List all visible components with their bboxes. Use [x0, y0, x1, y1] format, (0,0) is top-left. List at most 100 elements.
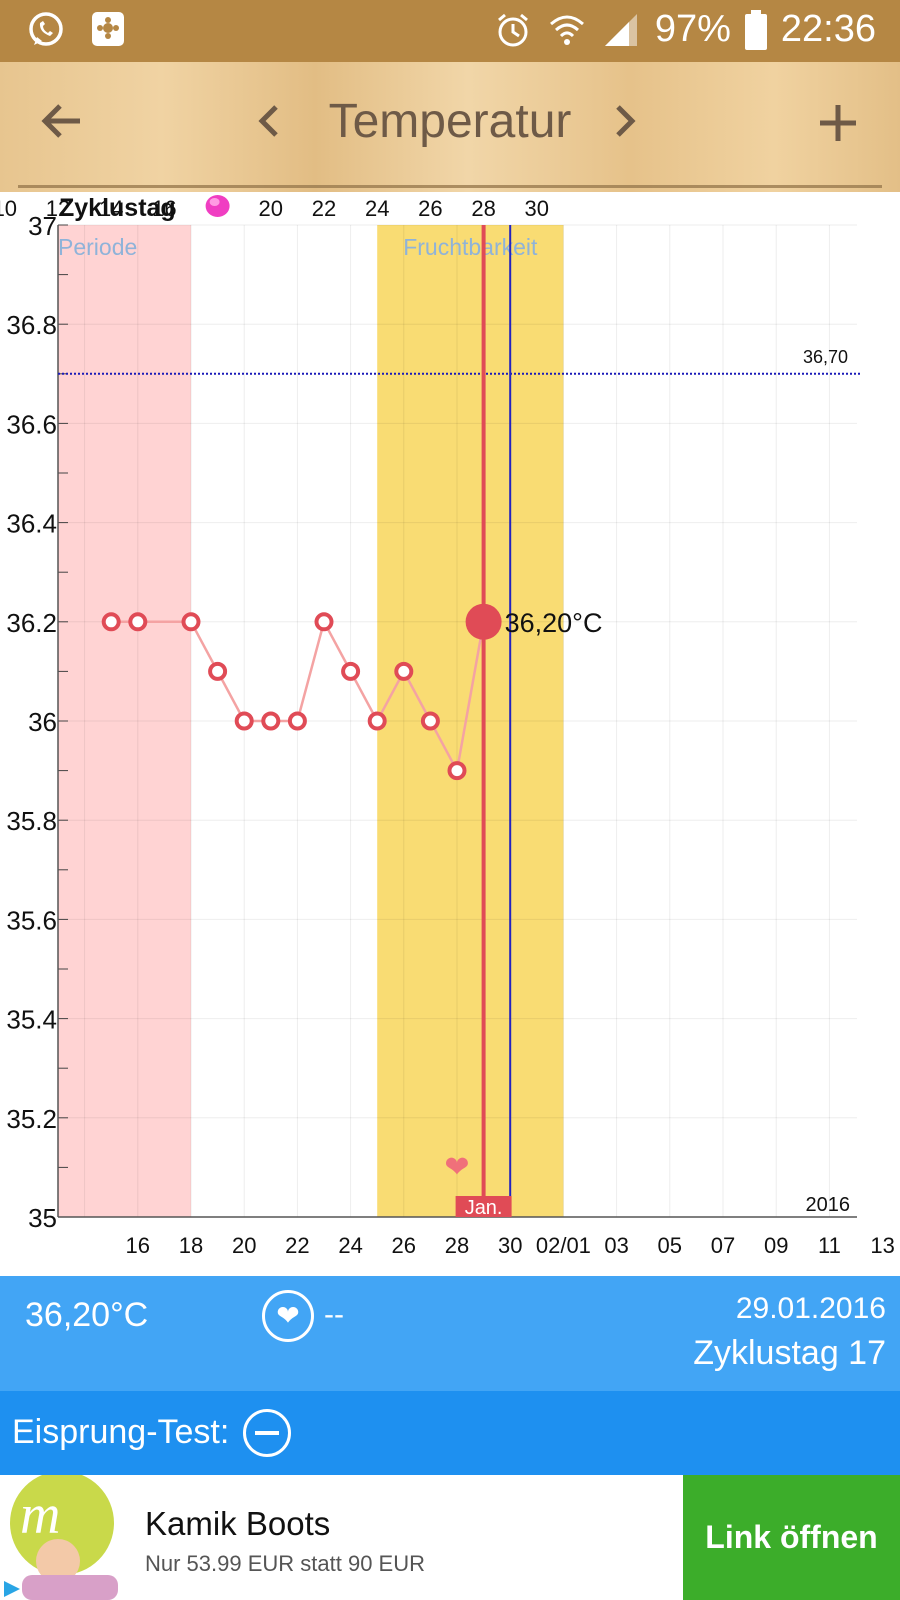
period-label: Periode: [58, 234, 137, 260]
data-point: [261, 711, 281, 731]
previous-button[interactable]: [256, 98, 280, 152]
y-tick-label: 36.4: [6, 509, 57, 539]
y-tick-label: 36.8: [6, 310, 57, 340]
top-tick-label: 30: [525, 196, 549, 221]
heart-icon: ❤: [444, 1151, 469, 1184]
notification-icons: [26, 10, 128, 50]
selected-date: 29.01.2016: [735, 1292, 886, 1325]
bottom-tick-label: 26: [392, 1233, 416, 1258]
data-point: [314, 612, 334, 632]
top-tick-label: 16: [152, 196, 176, 221]
selected-value-label: 36,20°C: [505, 608, 603, 638]
data-point: [367, 711, 387, 731]
data-point: [447, 761, 467, 781]
open-link-button[interactable]: Link öffnen: [683, 1475, 900, 1600]
ad-title[interactable]: Kamik Boots: [145, 1505, 331, 1542]
minus-circle-icon[interactable]: [243, 1409, 291, 1457]
bottom-tick-label: 03: [604, 1233, 628, 1258]
bottom-tick-label: 18: [179, 1233, 203, 1258]
data-point: [287, 711, 307, 731]
battery-icon: [744, 9, 767, 50]
y-tick-label: 37: [28, 211, 57, 241]
add-button[interactable]: [818, 98, 858, 152]
system-icons: 97% 22:36: [493, 8, 876, 51]
selected-cycle-day: Zyklustag 17: [693, 1334, 886, 1372]
chart-svg[interactable]: 35 35.2 35.4 35.6 35.8 36 36.2 36.4 36.6 36.8 37Zy…: [0, 192, 900, 1276]
ovulation-marker-highlight: [209, 198, 220, 206]
selected-data-point: [465, 603, 502, 640]
bottom-tick-label: 13: [870, 1233, 894, 1258]
ovulation-test-row[interactable]: Eisprung-Test:: [0, 1391, 900, 1475]
y-tick-label: 35.2: [6, 1104, 57, 1134]
battery-percent: 97%: [654, 8, 731, 50]
top-tick-label: 22: [312, 196, 336, 221]
top-tick-label: 10: [0, 196, 17, 221]
top-tick-label: 14: [99, 196, 123, 221]
signal-icon: [604, 13, 637, 46]
heart-circle-icon[interactable]: ❤: [262, 1290, 314, 1342]
y-tick-label: 36: [28, 707, 57, 737]
y-tick-label: 35: [28, 1203, 57, 1233]
data-point: [234, 711, 254, 731]
app-bar-divider: [18, 185, 882, 188]
y-tick-label: 35.4: [6, 1005, 57, 1035]
bottom-tick-label: 30: [498, 1233, 522, 1258]
wifi-icon: [549, 15, 584, 45]
bottom-tick-label: 07: [711, 1233, 735, 1258]
top-axis-label: Zyklustag: [59, 194, 176, 222]
next-button[interactable]: [614, 98, 638, 152]
month-tag: [455, 1196, 512, 1217]
bottom-tick-label: 05: [658, 1233, 682, 1258]
data-point: [181, 612, 201, 632]
bottom-tick-label: 16: [126, 1233, 150, 1258]
y-tick-label: 36.6: [6, 409, 57, 439]
day-info-bar[interactable]: 36,20°C ❤ -- 29.01.2016 Zyklustag 17: [0, 1276, 900, 1391]
ovulation-test-label: Eisprung-Test:: [12, 1413, 230, 1451]
y-tick-label: 35.6: [6, 905, 57, 935]
intercourse-value: --: [324, 1298, 344, 1331]
bottom-tick-label: 20: [232, 1233, 256, 1258]
top-tick-label: 12: [46, 196, 70, 221]
bottom-tick-label: 24: [338, 1233, 362, 1258]
bottom-tick-label: 28: [445, 1233, 469, 1258]
y-tick-label: 36.2: [6, 608, 57, 638]
selected-temperature: 36,20°C: [25, 1296, 149, 1334]
status-bar: 97% 22:36: [0, 0, 900, 62]
data-point: [341, 661, 361, 681]
bottom-tick-label: 09: [764, 1233, 788, 1258]
top-tick-label: 24: [365, 196, 389, 221]
month-label: Jan.: [465, 1197, 503, 1219]
svg-text:m: m: [20, 1484, 60, 1546]
reference-line-label: 36,70: [803, 347, 848, 367]
data-point: [208, 661, 228, 681]
bottom-tick-label: 02/01: [536, 1233, 591, 1258]
app-bar: Temperatur: [0, 62, 900, 192]
period-band: [58, 225, 191, 1217]
back-button[interactable]: [40, 98, 84, 152]
plus-icon: [820, 105, 856, 141]
ad-banner[interactable]: m Kamik Boots Nur 53.99 EUR statt 90 EUR…: [0, 1475, 900, 1600]
y-tick-label: 35.8: [6, 806, 57, 836]
temperature-chart[interactable]: 35 35.2 35.4 35.6 35.8 36 36.2 36.4 36.6 36.8 37 Zy…: [0, 192, 900, 1276]
ovulation-marker-icon: [205, 195, 230, 217]
data-point: [394, 661, 414, 681]
app-notification-icon: [92, 12, 124, 46]
top-tick-label: 20: [259, 196, 283, 221]
fertility-band: [377, 225, 564, 1217]
top-tick-label: 28: [471, 196, 495, 221]
bottom-tick-label: 22: [285, 1233, 309, 1258]
top-tick-label: 26: [418, 196, 442, 221]
page-title: Temperatur: [328, 95, 572, 148]
bottom-tick-label: 11: [818, 1233, 841, 1258]
arrow-left-icon: [41, 104, 80, 138]
data-point: [420, 711, 440, 731]
fertility-label: Fruchtbarkeit: [403, 234, 538, 260]
data-point: [101, 612, 121, 632]
whatsapp-icon: [29, 12, 63, 46]
ad-subtitle: Nur 53.99 EUR statt 90 EUR: [145, 1551, 426, 1576]
clock: 22:36: [780, 8, 876, 50]
data-point: [128, 612, 148, 632]
chevron-left-icon: [258, 105, 278, 137]
ad-baby-thumbnail[interactable]: m: [0, 1475, 128, 1600]
chevron-right-icon: [616, 105, 636, 137]
